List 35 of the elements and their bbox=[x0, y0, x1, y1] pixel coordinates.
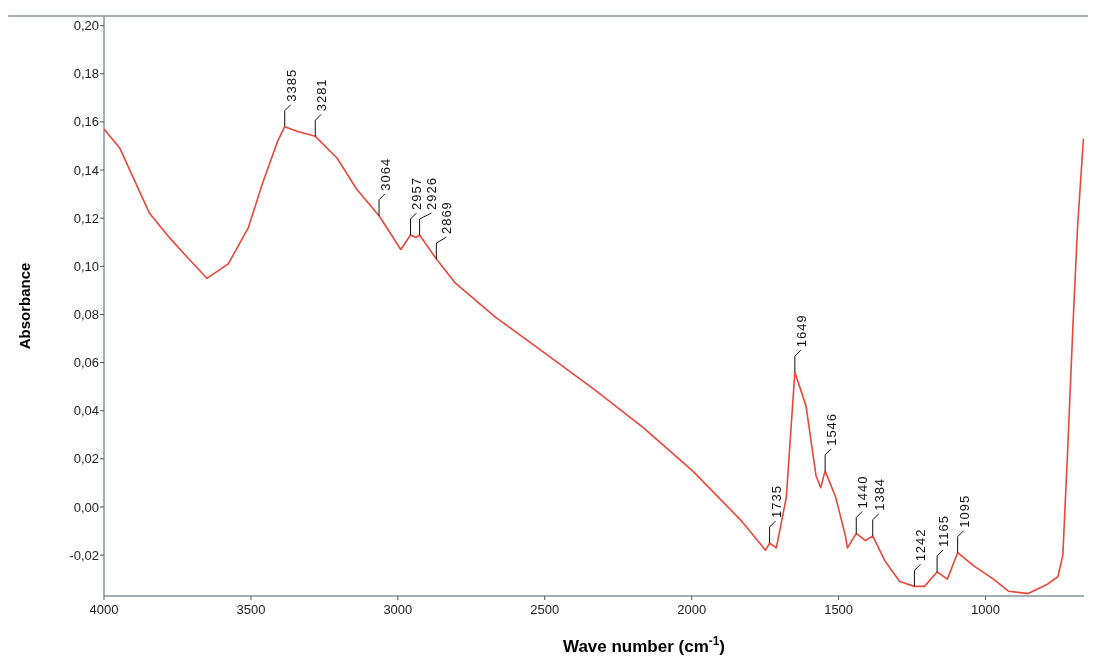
y-tick-label: 0,12 bbox=[73, 210, 99, 226]
y-tick-label: 0,04 bbox=[73, 403, 99, 419]
annotation: 3064 bbox=[378, 157, 394, 191]
annotation: 2869 bbox=[439, 201, 455, 235]
annotation: 1735 bbox=[768, 485, 784, 519]
y-tick-label: 0,16 bbox=[73, 114, 99, 130]
annotation: 2926 bbox=[424, 177, 440, 210]
x-tick-label: 3500 bbox=[236, 602, 266, 617]
y-tick-label: 0,08 bbox=[73, 306, 99, 322]
annotation: 1546 bbox=[824, 412, 840, 446]
annotation: 1242 bbox=[913, 528, 929, 562]
y-tick-label: -0,02 bbox=[69, 547, 99, 563]
x-tick-label: 3000 bbox=[383, 602, 413, 617]
y-tick-label: 0,14 bbox=[73, 162, 99, 178]
annotation: 2957 bbox=[409, 177, 425, 210]
y-tick-label: 0,20 bbox=[73, 18, 99, 34]
y-tick-label: 0,10 bbox=[73, 258, 99, 274]
x-tick-label: 1000 bbox=[971, 602, 1001, 617]
y-tick-label: 0,06 bbox=[73, 355, 99, 371]
annotation: 1440 bbox=[855, 475, 871, 509]
x-tick-label: 2000 bbox=[677, 602, 707, 617]
annotation: 3281 bbox=[314, 78, 330, 112]
annotation: 1384 bbox=[871, 477, 887, 511]
x-tick-label: 1500 bbox=[824, 602, 854, 617]
y-axis-title: Absorbance bbox=[16, 262, 33, 350]
x-axis-title: Wave number (cm$^{-1}$) bbox=[562, 634, 726, 656]
annotation: 1095 bbox=[956, 494, 972, 528]
y-tick-label: 0,18 bbox=[73, 66, 99, 82]
annotation: 1165 bbox=[936, 514, 952, 547]
x-tick-label: 4000 bbox=[89, 602, 119, 617]
y-tick-label: 0,02 bbox=[73, 451, 99, 467]
annotation: 3385 bbox=[283, 68, 299, 102]
x-tick-label: 2500 bbox=[530, 602, 560, 617]
annotation: 1649 bbox=[793, 314, 809, 348]
y-tick-label: 0,00 bbox=[73, 499, 99, 515]
